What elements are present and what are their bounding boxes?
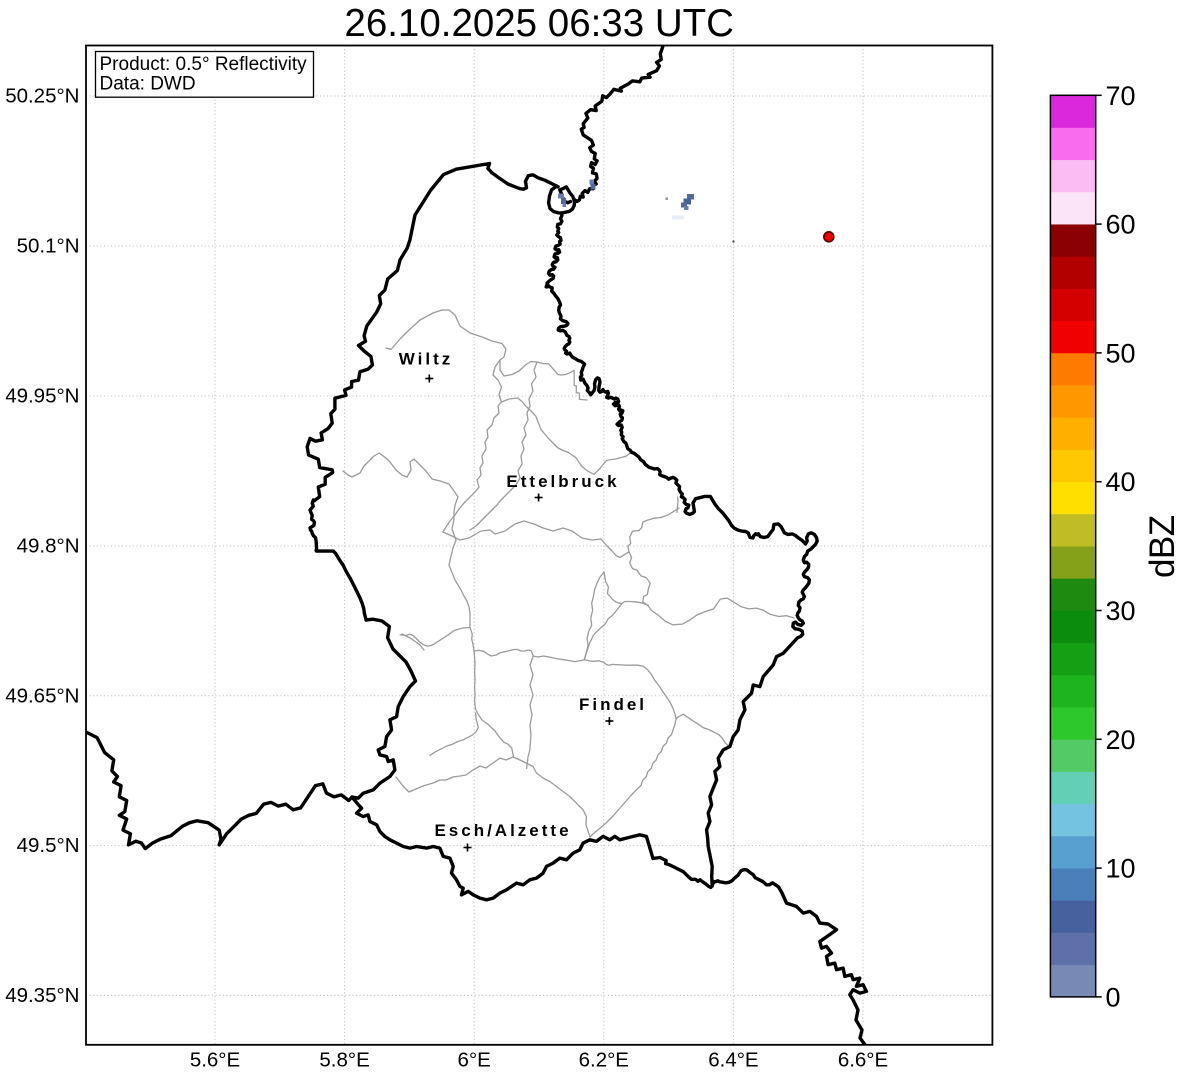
svg-text:Esch/Alzette: Esch/Alzette xyxy=(434,821,571,840)
svg-text:Ettelbruck: Ettelbruck xyxy=(506,472,619,491)
svg-text:5.6°E: 5.6°E xyxy=(190,1049,240,1072)
svg-text:49.95°N: 49.95°N xyxy=(5,385,79,408)
svg-text:30: 30 xyxy=(1106,596,1136,626)
svg-text:6.6°E: 6.6°E xyxy=(838,1049,888,1072)
svg-text:5.8°E: 5.8°E xyxy=(319,1049,369,1072)
svg-text:6°E: 6°E xyxy=(458,1049,491,1072)
svg-text:26.10.2025 06:33 UTC: 26.10.2025 06:33 UTC xyxy=(344,2,734,45)
svg-text:Product: 0.5° Reflectivity: Product: 0.5° Reflectivity xyxy=(100,54,308,75)
svg-text:Data: DWD: Data: DWD xyxy=(100,73,196,94)
svg-text:40: 40 xyxy=(1106,467,1136,497)
svg-text:6.2°E: 6.2°E xyxy=(579,1049,629,1072)
svg-text:49.5°N: 49.5°N xyxy=(17,834,80,857)
svg-text:0: 0 xyxy=(1106,982,1121,1012)
svg-text:50: 50 xyxy=(1106,338,1136,368)
svg-text:49.65°N: 49.65°N xyxy=(5,684,79,707)
svg-text:Wiltz: Wiltz xyxy=(399,350,454,369)
svg-text:dBZ: dBZ xyxy=(1143,515,1182,578)
svg-text:20: 20 xyxy=(1106,725,1136,755)
svg-text:50.25°N: 50.25°N xyxy=(5,85,79,108)
svg-text:60: 60 xyxy=(1106,210,1136,240)
svg-text:49.8°N: 49.8°N xyxy=(17,535,80,558)
svg-text:70: 70 xyxy=(1106,81,1136,111)
svg-text:6.4°E: 6.4°E xyxy=(708,1049,758,1072)
svg-text:49.35°N: 49.35°N xyxy=(5,984,79,1007)
svg-text:10: 10 xyxy=(1106,854,1136,884)
svg-text:50.1°N: 50.1°N xyxy=(17,235,80,258)
svg-text:Findel: Findel xyxy=(579,695,647,714)
